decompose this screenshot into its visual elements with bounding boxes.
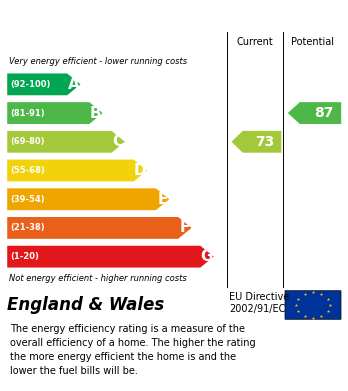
Text: A: A <box>68 77 79 92</box>
Polygon shape <box>7 131 125 153</box>
Polygon shape <box>231 131 281 153</box>
Text: The energy efficiency rating is a measure of the
overall efficiency of a home. T: The energy efficiency rating is a measur… <box>10 324 256 376</box>
Polygon shape <box>288 102 341 124</box>
Polygon shape <box>7 217 191 239</box>
Text: B: B <box>90 106 102 120</box>
Text: (1-20): (1-20) <box>10 252 39 261</box>
Polygon shape <box>7 246 214 267</box>
Text: F: F <box>180 221 190 235</box>
Polygon shape <box>7 188 169 210</box>
Text: (39-54): (39-54) <box>10 195 45 204</box>
Polygon shape <box>7 160 147 181</box>
Text: D: D <box>133 163 146 178</box>
Text: 87: 87 <box>314 106 333 120</box>
FancyBboxPatch shape <box>285 291 341 319</box>
Text: E: E <box>158 192 168 207</box>
Text: (69-80): (69-80) <box>10 137 45 146</box>
Text: EU Directive
2002/91/EC: EU Directive 2002/91/EC <box>229 292 289 314</box>
Text: (21-38): (21-38) <box>10 223 45 232</box>
Text: England & Wales: England & Wales <box>7 296 164 314</box>
Text: C: C <box>113 134 124 149</box>
Polygon shape <box>7 102 103 124</box>
Text: Not energy efficient - higher running costs: Not energy efficient - higher running co… <box>9 274 187 283</box>
Text: (92-100): (92-100) <box>10 80 51 89</box>
Text: (55-68): (55-68) <box>10 166 45 175</box>
Text: Energy Efficiency Rating: Energy Efficiency Rating <box>9 9 219 23</box>
Polygon shape <box>7 74 80 95</box>
Text: Current: Current <box>237 37 274 47</box>
Text: Potential: Potential <box>292 37 334 47</box>
Text: (81-91): (81-91) <box>10 109 45 118</box>
Text: 73: 73 <box>255 135 275 149</box>
Text: Very energy efficient - lower running costs: Very energy efficient - lower running co… <box>9 57 188 66</box>
Text: G: G <box>200 249 213 264</box>
